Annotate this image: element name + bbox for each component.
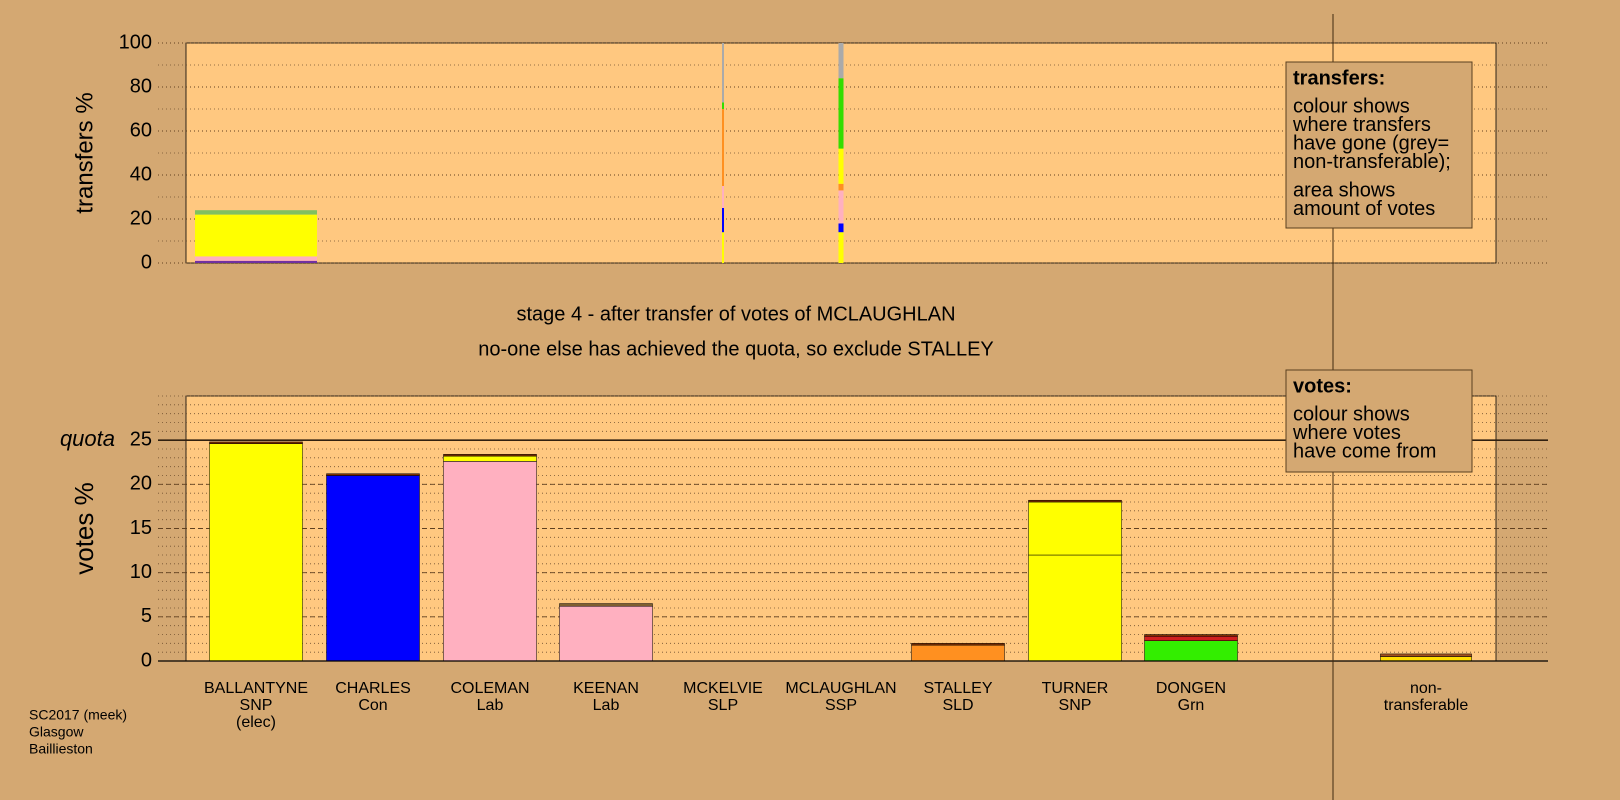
x-tick-label: SNP	[1059, 697, 1092, 714]
bar-segment	[722, 186, 724, 208]
legend-text: area shows	[1293, 179, 1395, 201]
bar-segment	[838, 232, 844, 263]
bar-segment	[838, 183, 844, 191]
footer-text: SC2017 (meek)	[29, 707, 127, 723]
y-tick-label: 60	[130, 119, 152, 141]
legend-text: have come from	[1293, 440, 1436, 462]
bar-segment	[559, 605, 653, 662]
bar-segment	[195, 256, 317, 261]
x-tick-label: COLEMAN	[450, 680, 529, 697]
x-tick-label: Con	[358, 697, 387, 714]
legend-title: votes:	[1293, 375, 1352, 397]
bar-segment	[195, 210, 317, 215]
bar-segment	[1144, 634, 1238, 637]
legend-box	[1285, 61, 1473, 229]
legend-box	[1285, 369, 1473, 473]
x-tick-label: Lab	[593, 697, 620, 714]
bar-segment	[195, 214, 317, 257]
bar-segment	[722, 232, 724, 263]
x-tick-label: TURNER	[1042, 680, 1109, 697]
x-tick-label: SLD	[942, 697, 973, 714]
x-tick-label: CHARLES	[335, 680, 411, 697]
x-tick-label: Grn	[1178, 697, 1205, 714]
y-tick-label: 15	[130, 517, 152, 539]
bar-segment	[838, 78, 844, 149]
bar-segment	[838, 223, 844, 233]
y-tick-label: 20	[130, 207, 152, 229]
y-tick-label: 0	[141, 649, 152, 671]
legend-text: colour shows	[1293, 403, 1410, 425]
bar-segment	[1028, 501, 1122, 556]
bar-segment	[722, 43, 724, 103]
footer-text: Baillieston	[29, 741, 93, 757]
bar-segment	[209, 441, 303, 444]
bar-segment	[1380, 653, 1472, 657]
x-tick-label: MCKELVIE	[683, 680, 763, 697]
bar-segment	[838, 43, 844, 79]
bar-segment	[1144, 636, 1238, 641]
y-axis-label: transfers %	[71, 92, 98, 213]
y-tick-label: 25	[130, 428, 152, 450]
legend-text: amount of votes	[1293, 198, 1435, 220]
y-tick-label: 20	[130, 473, 152, 495]
y-tick-label: 40	[130, 163, 152, 185]
bar-segment	[838, 148, 844, 184]
bar-segment	[1144, 640, 1238, 662]
bar-segment	[911, 644, 1005, 662]
bar-segment	[559, 603, 653, 607]
stage-title: stage 4 - after transfer of votes of MCL…	[516, 303, 955, 325]
bar-segment	[443, 454, 537, 457]
x-tick-label: SLP	[708, 697, 738, 714]
x-tick-label: DONGEN	[1156, 680, 1226, 697]
x-tick-label: STALLEY	[923, 680, 992, 697]
x-tick-label: transferable	[1384, 697, 1469, 714]
footer-text: Glasgow	[29, 724, 84, 740]
x-tick-label: KEENAN	[573, 680, 639, 697]
x-tick-label: SNP	[240, 697, 273, 714]
bar-segment	[838, 190, 844, 224]
y-tick-label: 0	[141, 251, 152, 273]
legend-text: non-transferable);	[1293, 151, 1451, 173]
x-tick-label: non-	[1410, 680, 1442, 697]
legend-text: where transfers	[1292, 114, 1431, 136]
bar-segment	[443, 461, 537, 662]
x-tick-label: BALLANTYNE	[204, 680, 308, 697]
y-tick-label: 5	[141, 605, 152, 627]
quota-label: quota	[60, 426, 115, 451]
bar-segment	[722, 102, 724, 109]
bar-segment	[911, 643, 1005, 646]
legend-text: colour shows	[1293, 95, 1410, 117]
y-axis-label: votes %	[69, 482, 99, 575]
bar-segment	[209, 443, 303, 662]
y-tick-label: 100	[119, 31, 152, 53]
bar-segment	[1028, 554, 1122, 662]
bar-segment	[722, 109, 724, 186]
bar-segment	[195, 260, 317, 263]
y-tick-label: 80	[130, 75, 152, 97]
bar-segment	[1028, 499, 1122, 503]
stage-note: no-one else has achieved the quota, so e…	[478, 338, 994, 360]
x-tick-label: (elec)	[236, 714, 276, 731]
x-tick-label: SSP	[825, 697, 857, 714]
bar-segment	[443, 455, 537, 462]
x-tick-label: MCLAUGHLAN	[785, 680, 896, 697]
bar-segment	[326, 473, 420, 476]
bar-segment	[1380, 656, 1472, 662]
bar-segment	[326, 475, 420, 662]
legend-title: transfers:	[1293, 67, 1385, 89]
x-tick-label: Lab	[477, 697, 504, 714]
legend-text: have gone (grey=	[1293, 132, 1449, 154]
legend-text: where votes	[1292, 422, 1401, 444]
y-tick-label: 10	[130, 561, 152, 583]
bar-segment	[722, 208, 724, 233]
